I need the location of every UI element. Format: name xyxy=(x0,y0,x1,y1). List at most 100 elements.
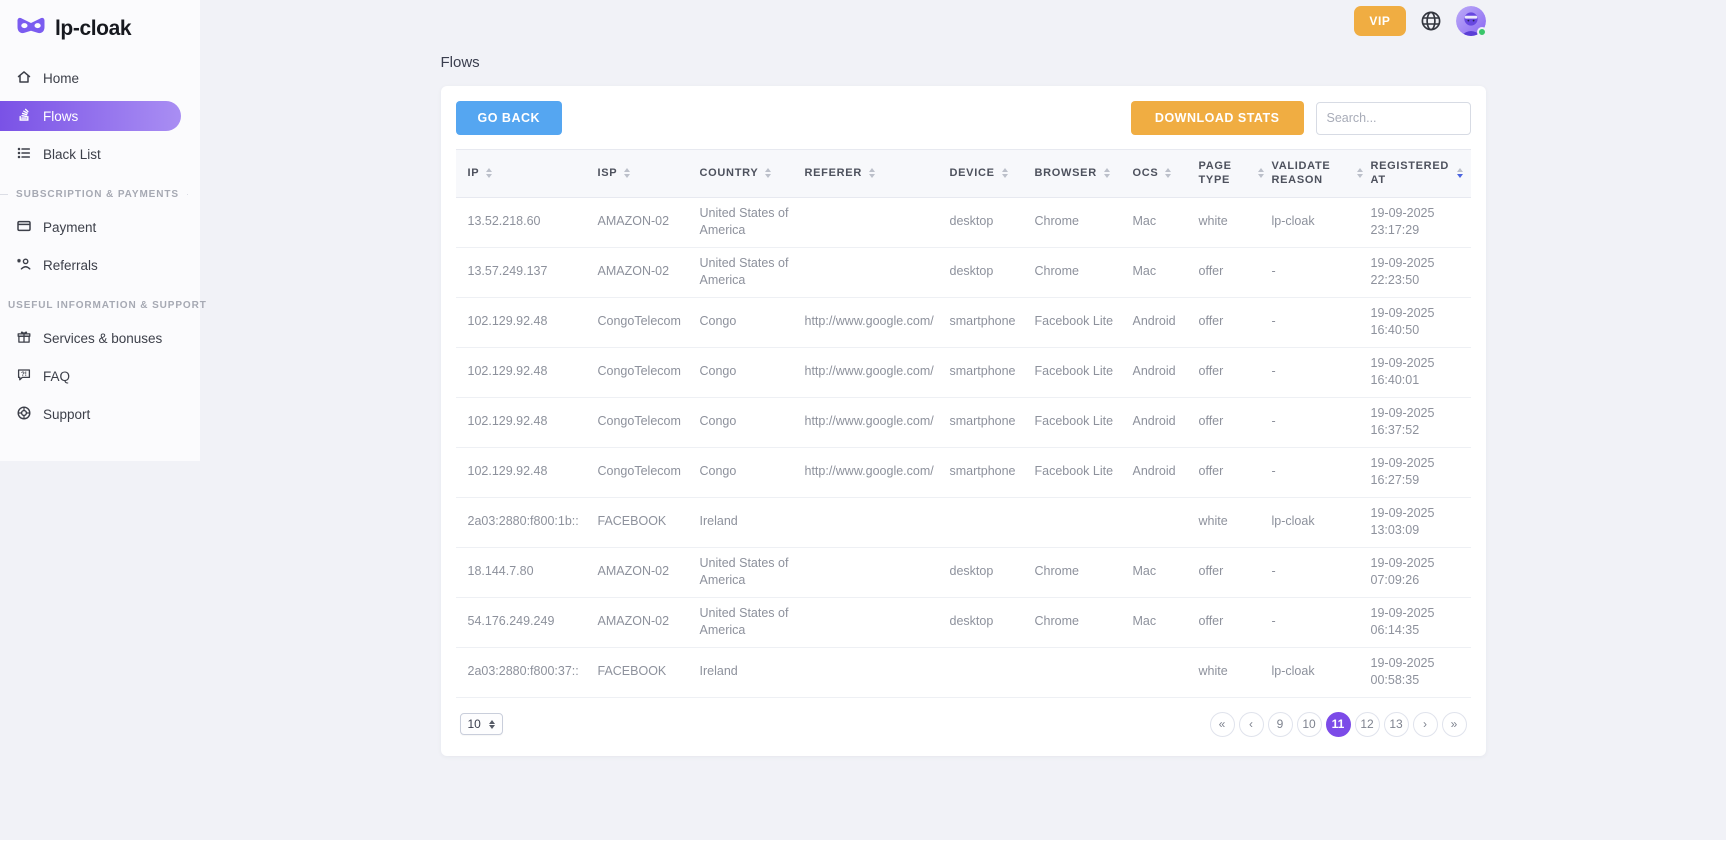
cell-referer xyxy=(805,597,950,647)
column-header-validate-reason[interactable]: VALIDATE REASON xyxy=(1272,150,1371,198)
page-size-select[interactable]: 10 xyxy=(459,713,503,736)
cell-referer xyxy=(805,647,950,697)
cell-page-type: offer xyxy=(1198,264,1224,279)
pagination-page-13[interactable]: 13 xyxy=(1383,711,1409,737)
pagination-page-9[interactable]: 9 xyxy=(1267,711,1293,737)
cell-ip: 2a03:2880:f800:37:: xyxy=(467,664,579,679)
pagination-page-11[interactable]: 11 xyxy=(1325,711,1351,737)
pagination-page-10[interactable]: 10 xyxy=(1296,711,1322,737)
cell-country: Ireland xyxy=(699,664,738,679)
sidebar-item-support[interactable]: Support xyxy=(0,399,200,429)
cell-device xyxy=(950,497,1035,547)
cell-registered-at: 19-09-2025 23:17:29 xyxy=(1370,205,1435,238)
column-header-registered-at[interactable]: REGISTERED AT xyxy=(1371,150,1471,198)
pagination-next-button[interactable]: › xyxy=(1412,711,1438,737)
cell-page-type: white xyxy=(1198,214,1228,229)
search-input[interactable] xyxy=(1315,101,1471,135)
sidebar-item-faq[interactable]: ?! FAQ xyxy=(0,361,200,391)
sidebar-item-flows[interactable]: Flows xyxy=(0,101,181,131)
cell-validate-reason: - xyxy=(1271,414,1276,429)
column-header-device[interactable]: DEVICE xyxy=(950,150,1035,198)
column-header-isp[interactable]: ISP xyxy=(598,150,700,198)
pagination-prev-button[interactable]: ‹ xyxy=(1238,711,1264,737)
column-header-page-type[interactable]: PAGE TYPE xyxy=(1199,150,1272,198)
sidebar-item-label: Payment xyxy=(43,219,97,235)
sidebar-item-label: Support xyxy=(43,406,91,422)
sidebar-item-label: Home xyxy=(43,70,80,86)
cell-country: Congo xyxy=(699,314,737,329)
cell-device: smartphone xyxy=(949,314,1016,329)
table-row: 18.144.7.80 AMAZON-02 United States of A… xyxy=(455,547,1471,598)
cell-country: Congo xyxy=(699,464,737,479)
cell-isp: FACEBOOK xyxy=(597,664,667,679)
cell-isp: CongoTelecom xyxy=(597,464,681,479)
sidebar-item-payment[interactable]: Payment xyxy=(0,212,200,242)
app-title: lp-cloak xyxy=(55,16,132,40)
sidebar-item-services-bonuses[interactable]: Services & bonuses xyxy=(0,323,200,353)
online-status-dot xyxy=(1476,27,1487,37)
user-avatar[interactable] xyxy=(1455,6,1487,37)
download-stats-button[interactable]: DOWNLOAD STATS xyxy=(1130,101,1304,135)
bottom-strip xyxy=(0,840,1726,850)
sidebar-section-title: SUBSCRIPTION & PAYMENTS xyxy=(0,189,200,200)
cell-ip: 13.57.249.137 xyxy=(467,264,548,279)
flows-stack-icon xyxy=(16,107,32,126)
cell-referer: http://www.google.com/ xyxy=(804,314,934,329)
main-area: VIP xyxy=(200,0,1726,850)
cell-device: desktop xyxy=(949,264,994,279)
app-logo[interactable]: lp-cloak xyxy=(0,10,200,63)
sort-arrows-icon xyxy=(1356,168,1363,179)
cell-validate-reason: - xyxy=(1271,364,1276,379)
table-row: 2a03:2880:f800:1b:: FACEBOOK Ireland whi… xyxy=(455,497,1471,548)
table-row: 54.176.249.249 AMAZON-02 United States o… xyxy=(455,597,1471,648)
cell-device: smartphone xyxy=(949,464,1016,479)
cell-device: smartphone xyxy=(949,364,1016,379)
sidebar: lp-cloak Home Flows xyxy=(0,0,206,461)
cell-referer xyxy=(805,247,950,297)
cell-ocs: Android xyxy=(1132,364,1176,379)
go-back-button[interactable]: GO BACK xyxy=(455,101,563,135)
home-icon xyxy=(16,69,32,88)
column-header-ip[interactable]: IP xyxy=(456,150,598,198)
pagination-last-button[interactable]: » xyxy=(1441,711,1467,737)
cell-isp: AMAZON-02 xyxy=(597,564,670,579)
cell-isp: AMAZON-02 xyxy=(597,264,670,279)
cell-page-type: offer xyxy=(1198,464,1224,479)
vip-button[interactable]: VIP xyxy=(1354,6,1406,36)
cell-country: United States of America xyxy=(699,205,789,238)
sort-arrows-icon xyxy=(765,168,772,179)
sidebar-item-black-list[interactable]: Black List xyxy=(0,139,200,169)
cell-country: Congo xyxy=(699,364,737,379)
column-header-referer[interactable]: REFERER xyxy=(805,150,950,198)
cell-isp: FACEBOOK xyxy=(597,514,667,529)
cell-browser xyxy=(1035,497,1133,547)
cell-ocs: Mac xyxy=(1132,264,1157,279)
sidebar-item-home[interactable]: Home xyxy=(0,63,200,93)
cell-ip: 102.129.92.48 xyxy=(467,314,548,329)
cell-device xyxy=(950,647,1035,697)
sidebar-item-referrals[interactable]: Referrals xyxy=(0,250,200,280)
cell-browser: Chrome xyxy=(1034,264,1079,279)
cell-referer: http://www.google.com/ xyxy=(804,464,934,479)
column-header-ocs[interactable]: OCS xyxy=(1133,150,1199,198)
card-toolbar: GO BACK DOWNLOAD STATS xyxy=(455,101,1471,135)
cell-isp: CongoTelecom xyxy=(597,314,681,329)
cell-ip: 102.129.92.48 xyxy=(467,414,548,429)
pagination-page-12[interactable]: 12 xyxy=(1354,711,1380,737)
sort-arrows-icon xyxy=(486,168,493,179)
table-row: 13.57.249.137 AMAZON-02 United States of… xyxy=(455,247,1471,298)
table-row: 102.129.92.48 CongoTelecom Congo http://… xyxy=(455,447,1471,498)
sidebar-section-title: USEFUL INFORMATION & SUPPORT xyxy=(0,300,206,311)
payment-card-icon xyxy=(16,218,32,237)
sort-arrows-icon xyxy=(1456,168,1463,179)
cell-registered-at: 19-09-2025 00:58:35 xyxy=(1370,655,1435,688)
pagination-first-button[interactable]: « xyxy=(1209,711,1235,737)
globe-icon[interactable] xyxy=(1420,10,1442,32)
cell-registered-at: 19-09-2025 16:40:01 xyxy=(1370,355,1435,388)
sort-arrows-icon xyxy=(1257,168,1264,179)
cell-ocs: Android xyxy=(1132,414,1176,429)
column-header-country[interactable]: COUNTRY xyxy=(700,150,805,198)
cell-referer: http://www.google.com/ xyxy=(804,414,934,429)
column-header-browser[interactable]: BROWSER xyxy=(1035,150,1133,198)
cell-page-type: offer xyxy=(1198,364,1224,379)
